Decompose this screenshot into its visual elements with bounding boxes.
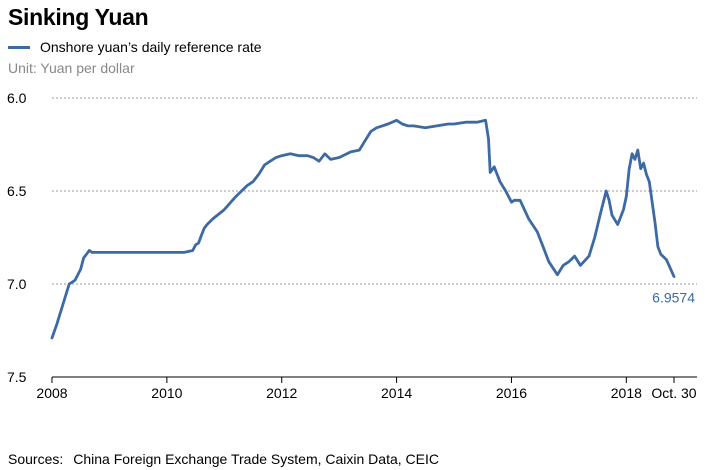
x-tick-label: 2016 xyxy=(496,385,527,401)
legend-swatch xyxy=(8,45,30,49)
data-labels: 6.9574 xyxy=(652,290,695,306)
source-text: China Foreign Exchange Trade System, Cai… xyxy=(73,451,439,467)
y-tick-label: 7.0 xyxy=(7,276,27,292)
x-tick-label: Oct. 30 xyxy=(651,385,696,401)
unit-label: Unit: Yuan per dollar xyxy=(8,60,135,76)
y-axis-ticks: 6.0 6.5 7.0 7.5 xyxy=(7,90,27,385)
source-note: Sources: China Foreign Exchange Trade Sys… xyxy=(8,451,439,467)
series-lines xyxy=(50,118,676,340)
y-tick-label: 6.0 xyxy=(7,90,27,106)
legend: Onshore yuan’s daily reference rate xyxy=(8,39,262,55)
series-line xyxy=(50,118,676,340)
x-tick-label: 2018 xyxy=(611,385,642,401)
y-tick-label: 6.5 xyxy=(7,183,27,199)
source-label: Sources: xyxy=(8,451,64,467)
legend-label: Onshore yuan’s daily reference rate xyxy=(40,39,262,55)
grid-lines xyxy=(52,97,697,285)
end-value-label: 6.9574 xyxy=(652,290,695,306)
x-tick-label: 2010 xyxy=(151,385,182,401)
x-axis: 2008 2010 2012 2014 2016 2018 Oct. 30 xyxy=(36,376,697,401)
x-tick-label: 2012 xyxy=(266,385,297,401)
x-tick-label: 2008 xyxy=(36,385,67,401)
x-tick-label: 2014 xyxy=(381,385,412,401)
line-chart: 6.0 6.5 7.0 7.5 2008 2010 2012 2014 2016 2018 Oct… xyxy=(7,90,697,401)
chart-title: Sinking Yuan xyxy=(8,4,149,30)
y-tick-label: 7.5 xyxy=(7,369,27,385)
